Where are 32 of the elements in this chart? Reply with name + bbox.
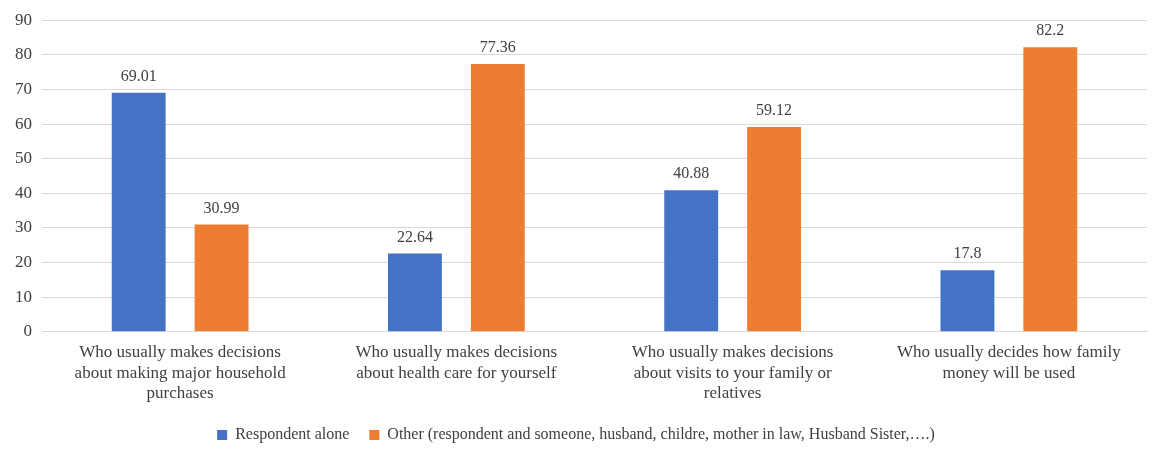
data-label: 77.36: [479, 38, 516, 56]
bar: [1023, 47, 1078, 332]
x-tick-label: Who usually decides how family money will be used: [896, 342, 1122, 382]
bar: [664, 190, 719, 332]
x-tick-label: Who usually makes decisions about health care for yourself: [355, 342, 558, 382]
data-label: 30.99: [203, 198, 240, 216]
data-label: 17.8: [953, 244, 982, 262]
x-tick-label: Who usually makes decisions about making major household purchases: [74, 342, 287, 403]
legend-label: Respondent alone: [235, 425, 350, 444]
x-tick-label: Who usually makes decisions about visits to your family or relatives: [631, 342, 834, 403]
data-label: 69.01: [120, 67, 157, 85]
data-label: 22.64: [396, 227, 433, 245]
y-tick-label: 80: [15, 44, 32, 64]
y-tick-label: 50: [15, 148, 32, 168]
bar: [470, 63, 525, 332]
y-tick-label: 60: [15, 113, 32, 133]
data-label: 82.2: [1036, 21, 1065, 39]
bar: [747, 127, 801, 332]
y-tick-label: 70: [15, 78, 32, 98]
y-tick-label: 30: [15, 217, 32, 237]
legend-label: Other (respondent and someone, husband, childre, mother in law, Husband Sister,….): [387, 425, 935, 444]
data-label: 40.88: [673, 164, 710, 182]
bar: [388, 253, 442, 332]
bar: [940, 270, 995, 332]
bar: [111, 92, 166, 332]
y-tick-label: 0: [23, 321, 32, 341]
y-tick-label: 90: [15, 9, 32, 29]
y-tick-label: 40: [15, 182, 32, 202]
y-tick-label: 10: [15, 286, 32, 306]
data-label: 59.12: [756, 101, 793, 119]
bar: [194, 224, 249, 332]
y-tick-label: 20: [15, 252, 32, 272]
